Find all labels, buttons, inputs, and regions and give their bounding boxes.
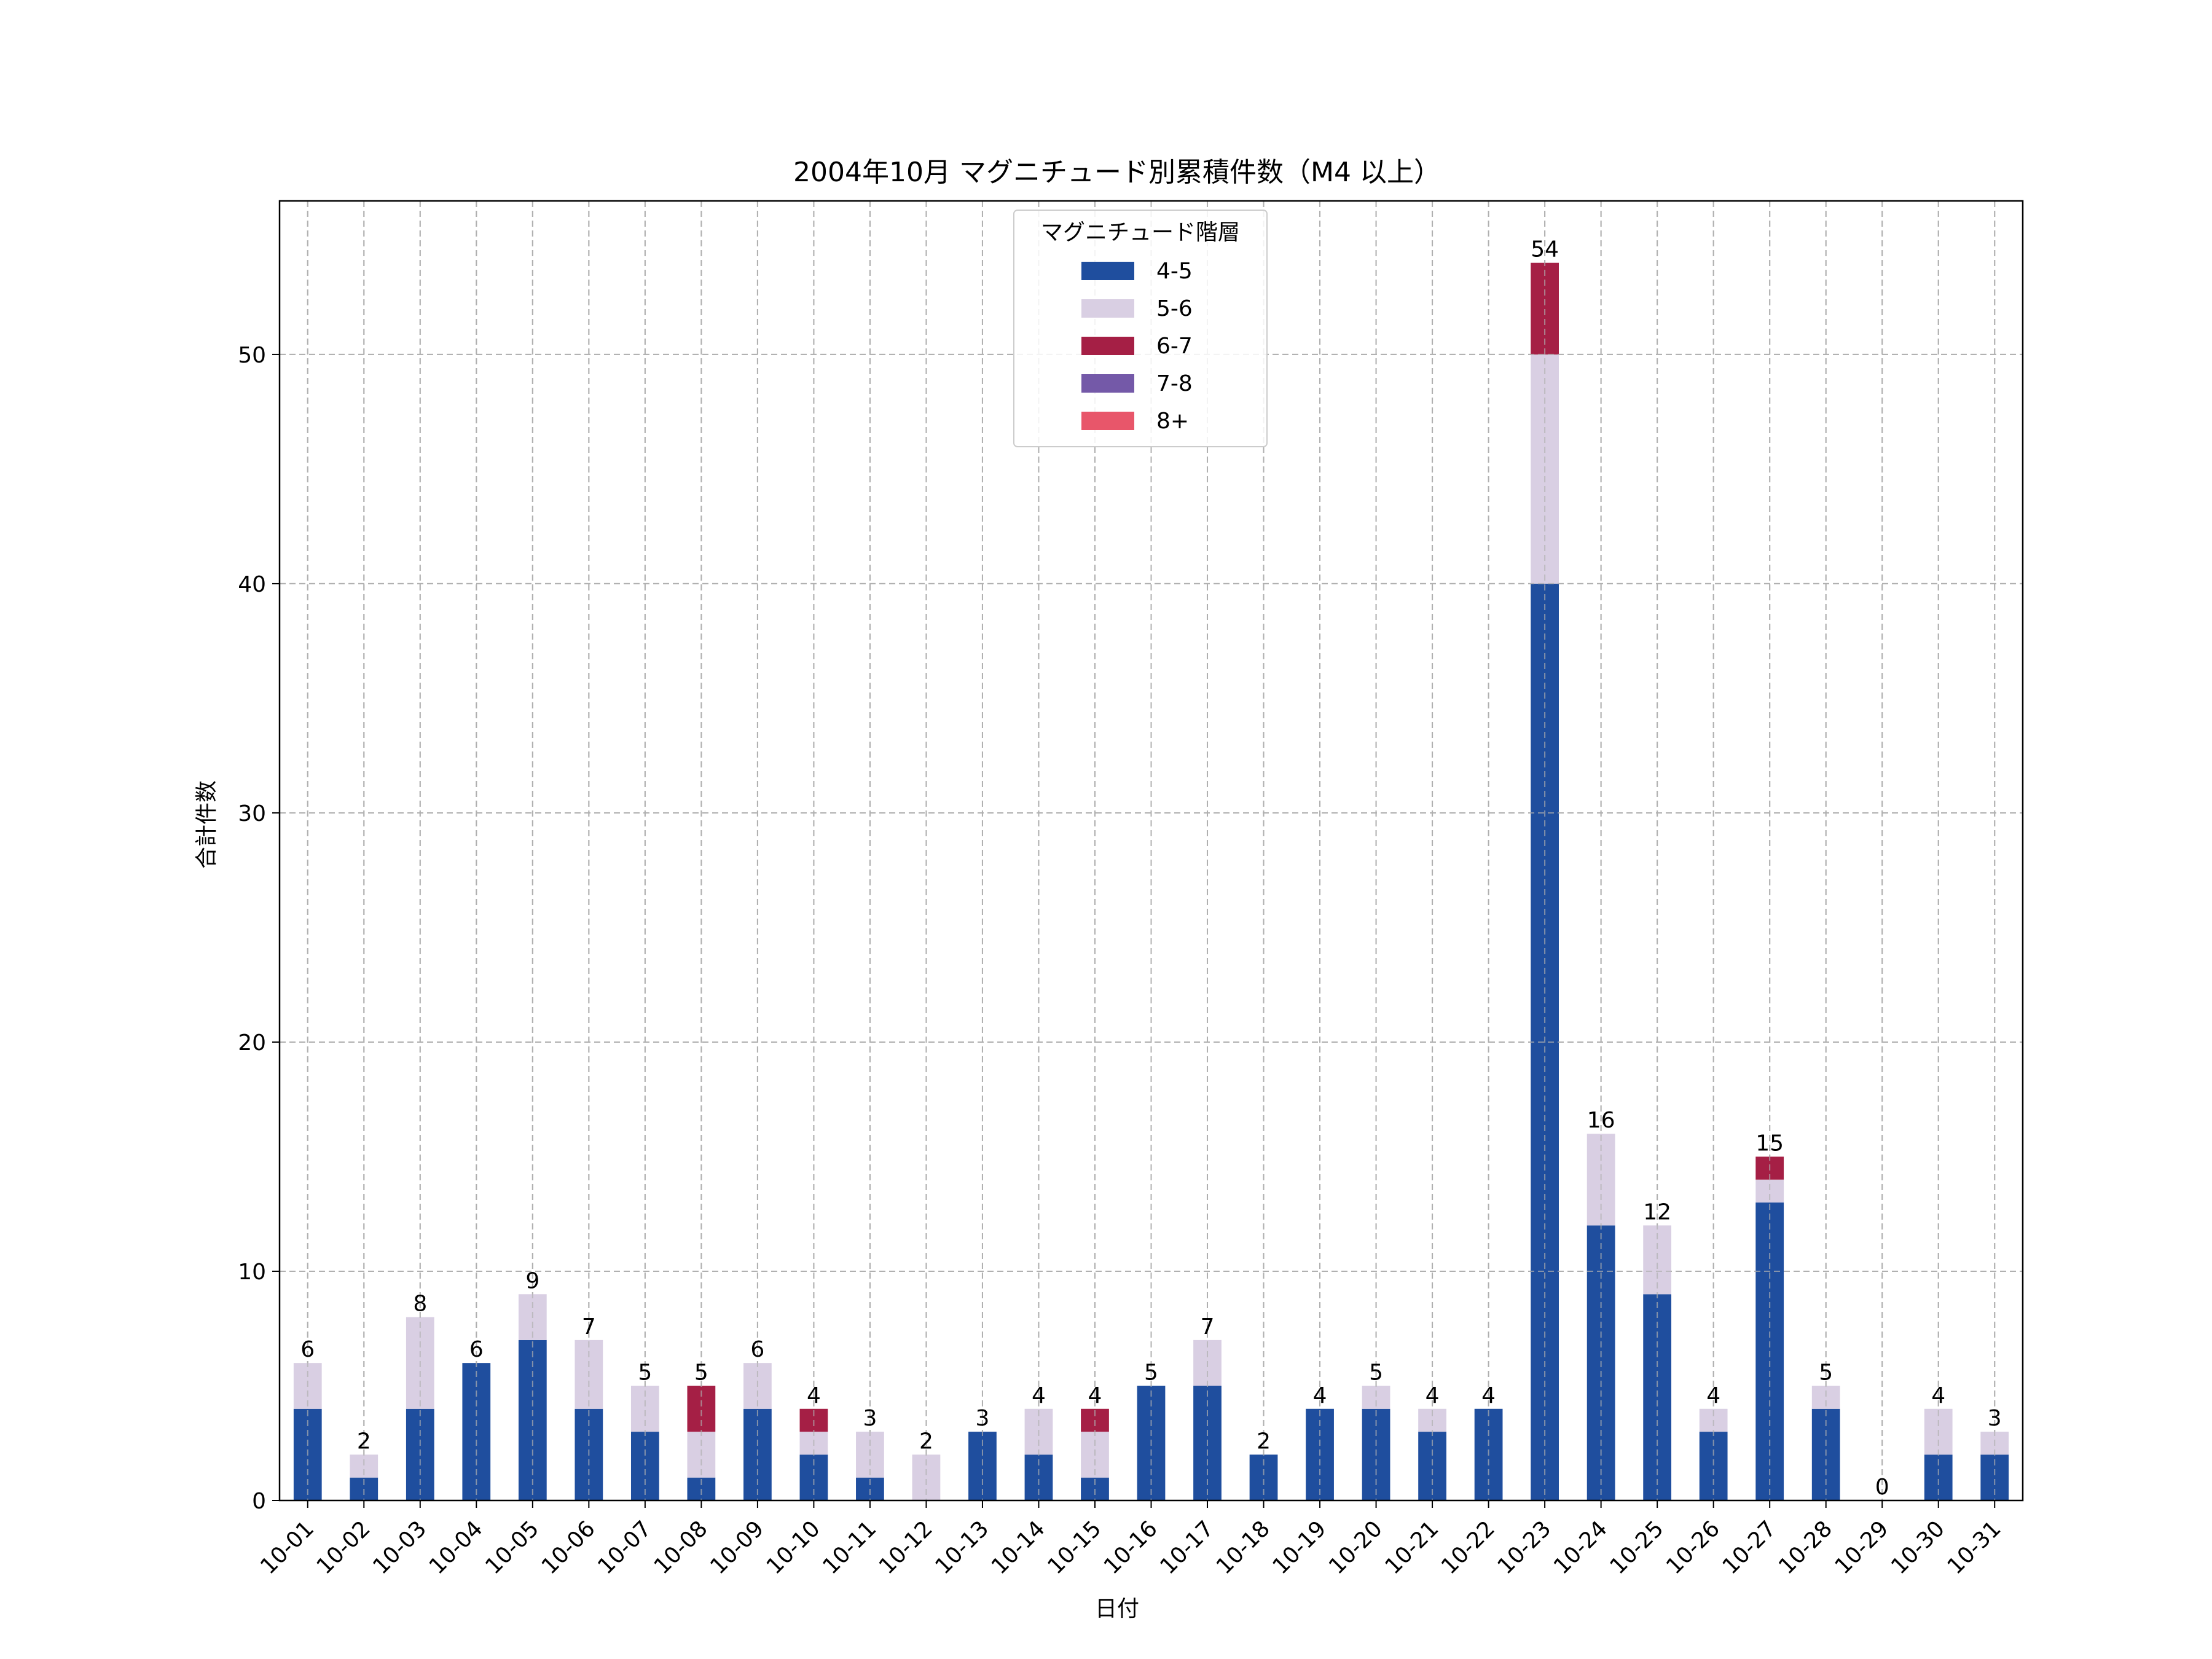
total-label: 6 (750, 1337, 764, 1362)
y-axis-label: 合計件数 (194, 780, 219, 869)
total-label: 54 (1531, 237, 1559, 262)
total-label: 3 (975, 1406, 989, 1431)
x-axis-label: 日付 (1095, 1596, 1139, 1622)
total-label: 5 (638, 1360, 652, 1385)
legend-swatch-6-7 (1081, 337, 1134, 355)
legend-swatch-4-5 (1081, 262, 1134, 280)
legend-box (1013, 210, 1268, 447)
total-label: 5 (1819, 1360, 1833, 1385)
total-label: 3 (1988, 1406, 2002, 1431)
total-label: 4 (1313, 1383, 1327, 1408)
total-label: 6 (469, 1337, 484, 1362)
bar-segment-4-5 (1643, 1294, 1672, 1500)
total-label: 7 (582, 1314, 596, 1339)
total-label: 6 (300, 1337, 315, 1362)
total-label: 4 (1706, 1383, 1720, 1408)
total-label: 4 (1088, 1383, 1102, 1408)
y-tick-label: 20 (238, 1030, 266, 1056)
total-label: 3 (863, 1406, 877, 1431)
total-label: 9 (525, 1268, 539, 1293)
total-label: 4 (1481, 1383, 1496, 1408)
total-label: 4 (1931, 1383, 1945, 1408)
total-label: 2 (357, 1429, 371, 1454)
total-label: 5 (694, 1360, 708, 1385)
y-tick-label: 50 (238, 343, 266, 368)
y-tick-label: 0 (252, 1489, 266, 1514)
legend-label: 6-7 (1156, 334, 1193, 359)
total-label: 12 (1643, 1199, 1671, 1225)
total-label: 15 (1755, 1131, 1784, 1156)
legend-swatch-5-6 (1081, 299, 1134, 318)
legend-label: 4-5 (1156, 259, 1193, 284)
total-label: 4 (1032, 1383, 1046, 1408)
chart-title: 2004年10月 マグニチュード別累積件数（M4 以上） (793, 157, 1441, 188)
y-tick-label: 40 (238, 572, 266, 597)
legend-swatch-8+ (1081, 412, 1134, 430)
legend-label: 5-6 (1156, 296, 1193, 321)
axes-frame (278, 200, 2024, 1502)
y-tick-label: 10 (238, 1260, 266, 1285)
total-label: 4 (1426, 1383, 1440, 1408)
total-label: 2 (1257, 1429, 1271, 1454)
legend-swatch-7-8 (1081, 374, 1134, 393)
legend: マグニチュード階層 4-5 5-6 6-7 7-8 8+ (1013, 210, 1268, 447)
total-label: 7 (1201, 1314, 1215, 1339)
total-label: 0 (1875, 1475, 1889, 1500)
legend-title: マグニチュード階層 (1041, 220, 1240, 245)
total-label: 16 (1587, 1108, 1615, 1133)
total-label: 8 (413, 1292, 427, 1317)
total-label: 2 (919, 1429, 933, 1454)
total-label: 5 (1369, 1360, 1383, 1385)
total-label: 4 (807, 1383, 821, 1408)
legend-label: 8+ (1156, 409, 1189, 434)
legend-label: 7-8 (1156, 371, 1193, 396)
total-label: 5 (1144, 1360, 1158, 1385)
y-tick-label: 30 (238, 801, 266, 826)
